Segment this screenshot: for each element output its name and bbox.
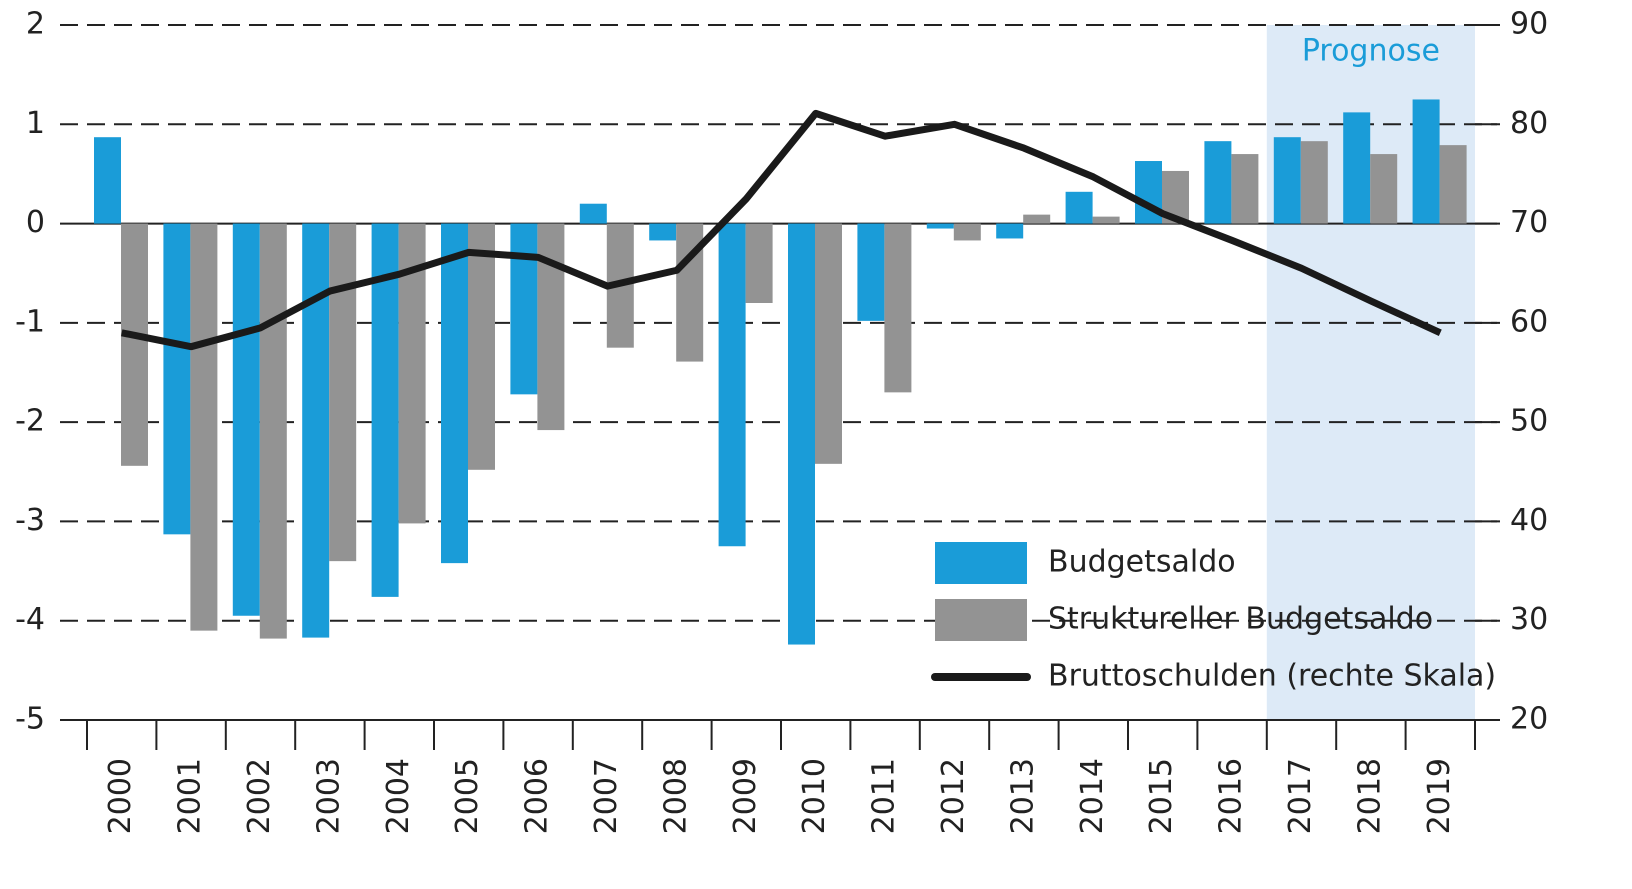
bar — [1065, 191, 1093, 224]
bar — [441, 223, 468, 564]
y-tick-label: 1 — [26, 106, 45, 141]
y2-tick-label: 30 — [1510, 602, 1548, 637]
x-tick-label: 2008 — [658, 758, 693, 834]
x-tick-label: 2003 — [311, 758, 346, 834]
x-tick-label: 2013 — [1005, 758, 1040, 834]
legend-label: Struktureller Budgetsaldo — [1048, 602, 1433, 637]
y2-tick-label: 70 — [1510, 205, 1548, 240]
x-tick-label: 2007 — [589, 758, 624, 834]
x-tick-label: 2010 — [797, 758, 832, 834]
forecast-region — [1266, 25, 1475, 720]
bar — [884, 223, 912, 393]
bar — [94, 137, 121, 224]
bar — [649, 223, 677, 241]
bar — [926, 223, 954, 229]
bar — [190, 223, 218, 631]
bar — [579, 203, 607, 224]
bar — [371, 223, 399, 597]
y2-tick-label: 60 — [1510, 304, 1548, 339]
y-tick-label: -2 — [15, 404, 45, 439]
bar — [121, 223, 148, 466]
bar — [1023, 214, 1051, 224]
x-tick-label: 2019 — [1422, 758, 1457, 834]
x-tick-label: 2000 — [103, 758, 138, 834]
legend-label: Budgetsaldo — [1048, 545, 1236, 580]
bar — [1439, 145, 1467, 224]
line-series — [121, 109, 1442, 351]
y2-tick-label: 20 — [1510, 702, 1548, 737]
y2-tick-label: 80 — [1510, 106, 1548, 141]
bar — [857, 223, 885, 321]
bar — [788, 223, 815, 645]
legend-label: Bruttoschulden (rechte Skala) — [1048, 659, 1496, 694]
bar — [329, 223, 357, 562]
bar — [232, 223, 260, 616]
bar — [1370, 154, 1398, 224]
bar — [259, 223, 287, 639]
y2-tick-label: 90 — [1510, 7, 1548, 42]
bar — [1300, 141, 1328, 224]
y-tick-label: 0 — [26, 205, 45, 240]
bar — [1343, 112, 1371, 224]
bar — [1412, 99, 1440, 224]
bar — [510, 223, 538, 395]
x-tick-label: 2018 — [1352, 758, 1387, 834]
x-tick-label: 2006 — [520, 758, 555, 834]
bar — [163, 223, 191, 535]
bar — [1273, 137, 1301, 224]
y-tick-label: -5 — [15, 702, 45, 737]
bar — [953, 223, 981, 241]
x-tick-label: 2009 — [728, 758, 763, 834]
x-tick-label: 2017 — [1283, 758, 1318, 834]
x-tick-label: 2012 — [936, 758, 971, 834]
legend-swatch — [935, 599, 1027, 641]
bar — [302, 223, 330, 638]
bar — [815, 223, 842, 464]
y-tick-label: -3 — [15, 503, 45, 538]
bar — [718, 223, 746, 547]
bar — [1231, 154, 1259, 224]
y-tick-label: 2 — [26, 7, 45, 42]
bar — [1204, 141, 1232, 224]
x-tick-label: 2001 — [173, 758, 208, 834]
y-tick-label: -4 — [15, 602, 45, 637]
x-tick-label: 2016 — [1214, 758, 1249, 834]
bar — [996, 223, 1024, 239]
x-tick-label: 2004 — [381, 758, 416, 834]
x-tick-label: 2015 — [1144, 758, 1179, 834]
bar — [745, 223, 773, 303]
x-tick-label: 2005 — [450, 758, 485, 834]
bar — [537, 223, 565, 431]
x-tick-label: 2011 — [867, 758, 902, 834]
legend-swatch — [935, 542, 1027, 584]
forecast-label: Prognose — [1302, 34, 1440, 69]
y-tick-label: -1 — [15, 304, 45, 339]
bar — [1092, 216, 1120, 224]
x-tick-label: 2014 — [1075, 758, 1110, 834]
bar — [468, 223, 495, 470]
x-tick-label: 2002 — [242, 758, 277, 834]
y2-tick-label: 50 — [1510, 404, 1548, 439]
y2-tick-label: 40 — [1510, 503, 1548, 538]
